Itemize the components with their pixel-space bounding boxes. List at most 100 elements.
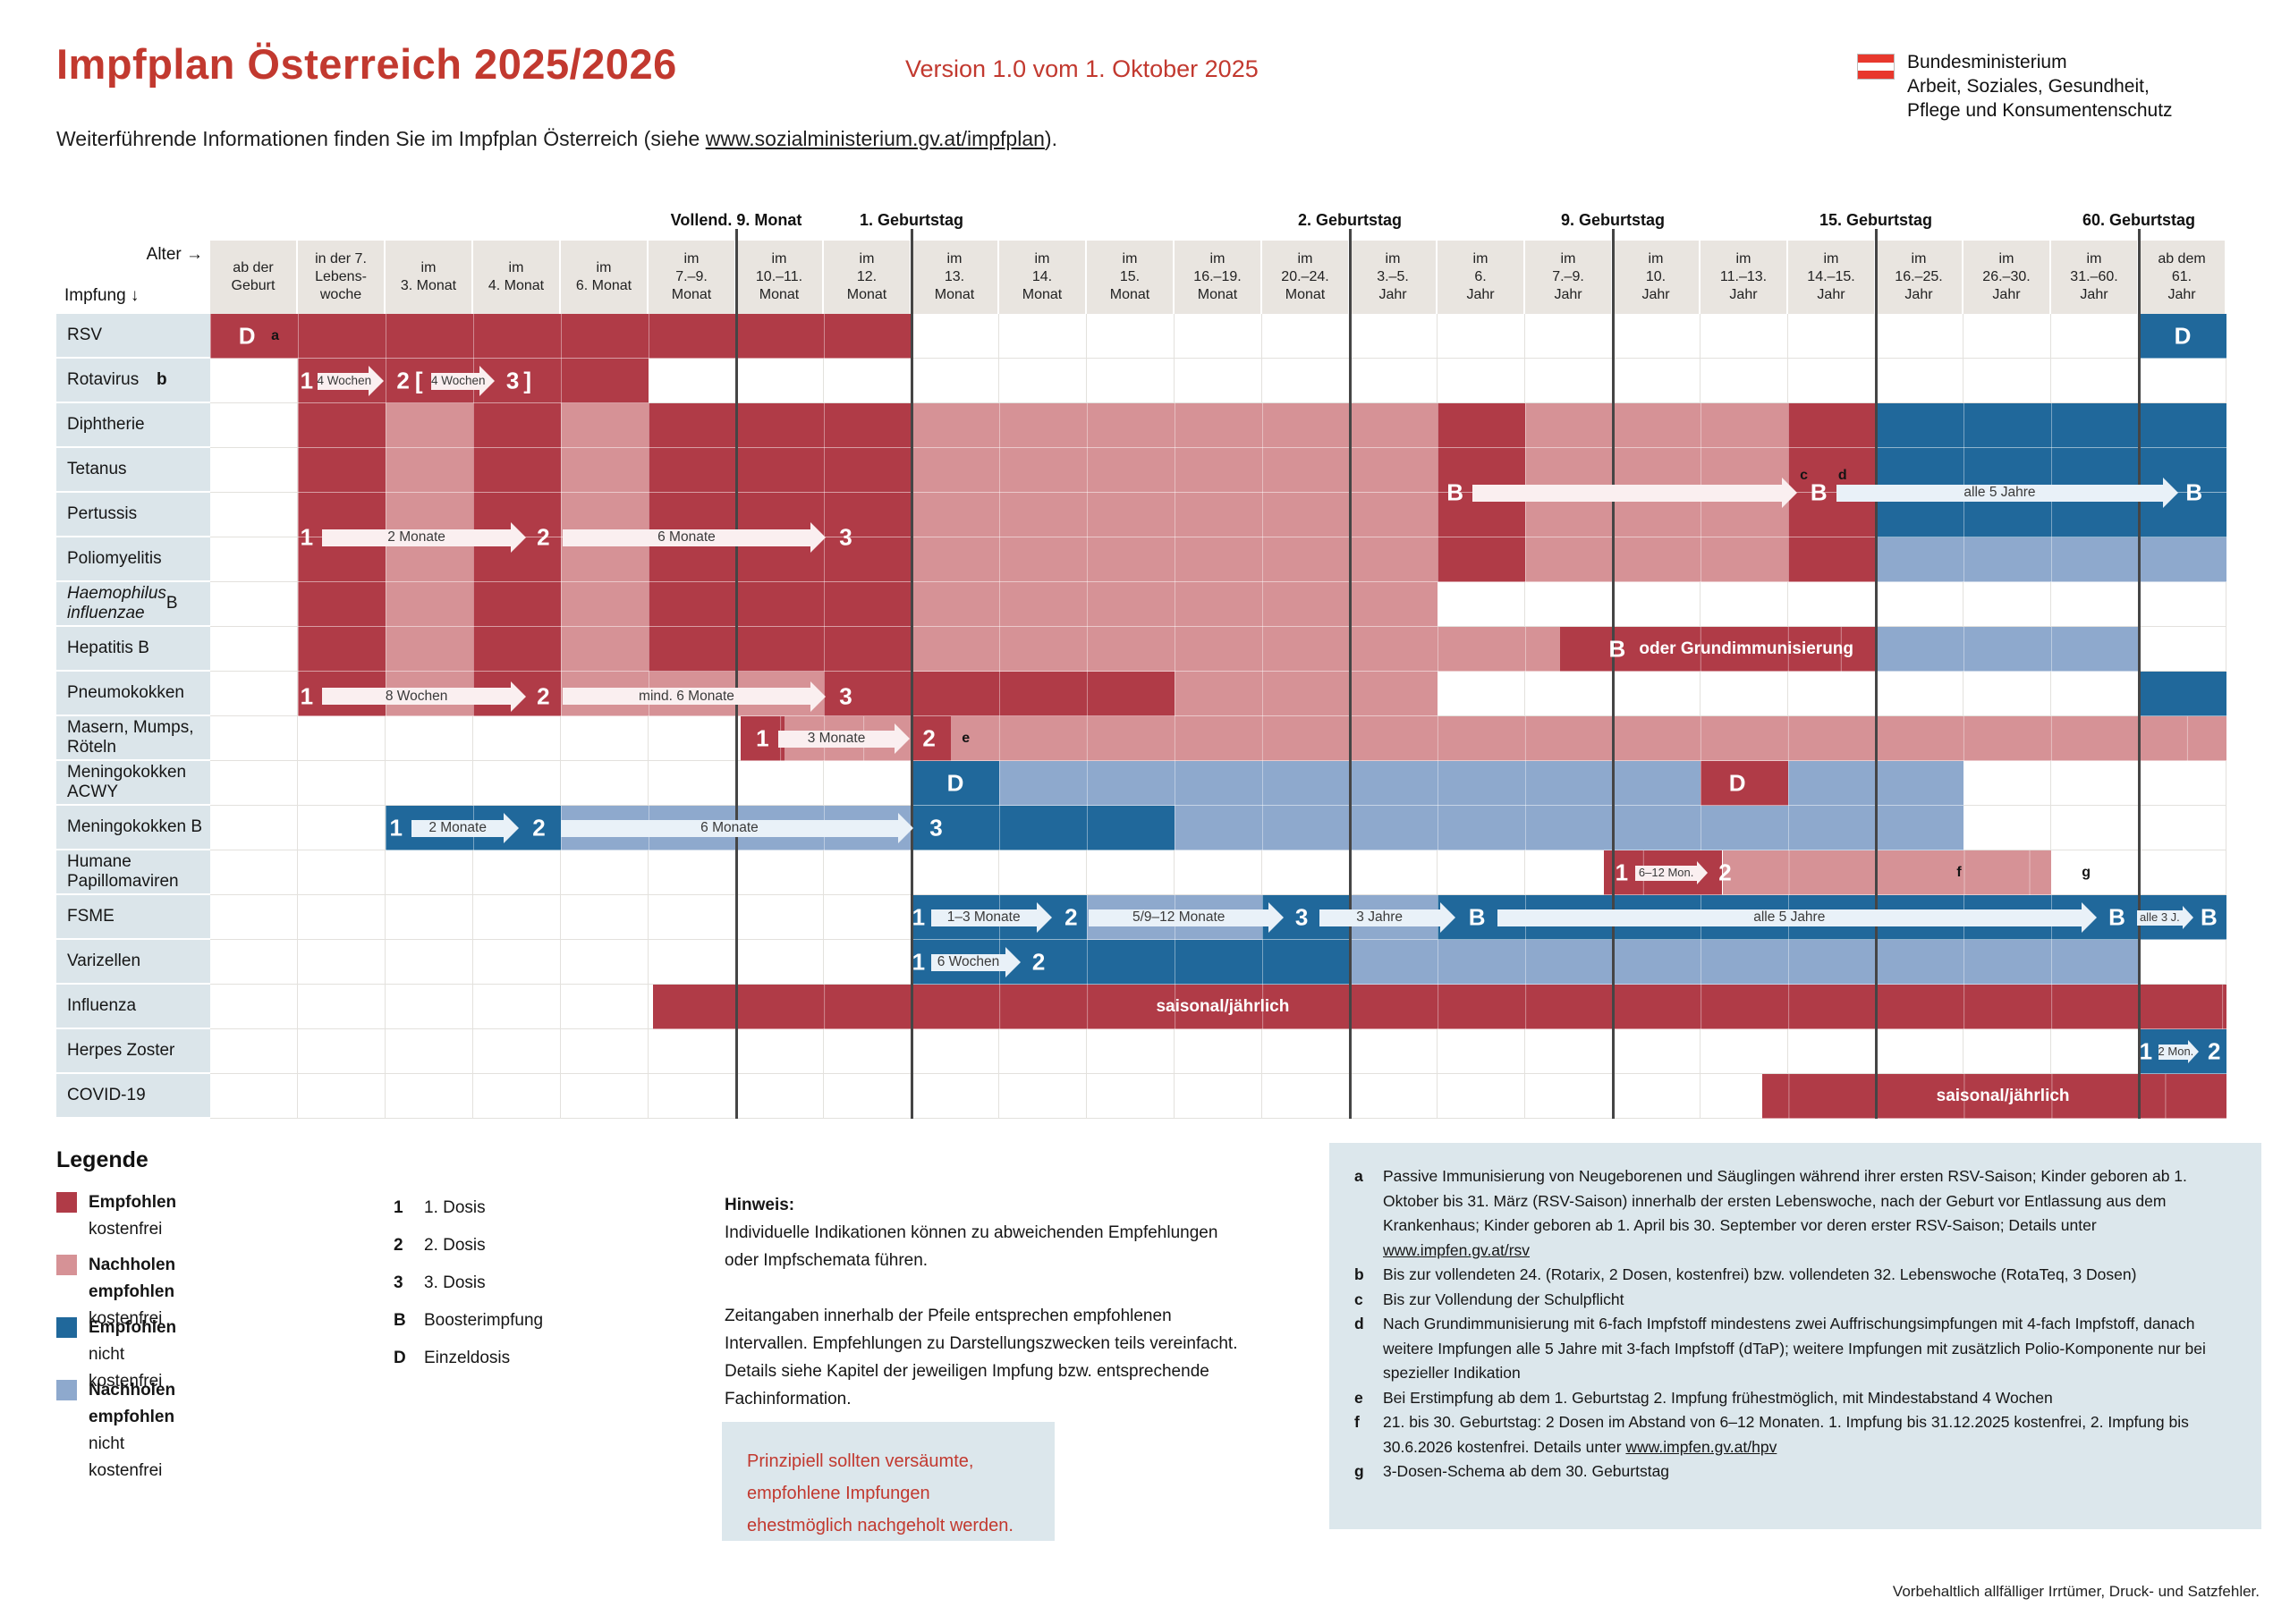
dose-marker-B: B bbox=[2185, 478, 2203, 506]
cell bbox=[2139, 582, 2226, 627]
schedule-band-diphtherie bbox=[386, 403, 473, 448]
cell bbox=[1963, 314, 2051, 359]
footnote-ref-a: a bbox=[271, 328, 279, 343]
milestone-label: 15. Geburtstag bbox=[1819, 211, 1933, 229]
legend-text: Nachholen empfohlen kostenfrei bbox=[89, 1256, 176, 1328]
dose-marker-3: 3 bbox=[1294, 903, 1309, 931]
cell bbox=[386, 895, 473, 940]
cell bbox=[210, 761, 298, 806]
row-label-pneumokokken: Pneumokokken bbox=[56, 672, 210, 716]
cell bbox=[1876, 672, 1963, 716]
schedule-band-diphtherie bbox=[561, 403, 649, 448]
cell bbox=[999, 314, 1087, 359]
cell bbox=[2139, 940, 2226, 985]
cell bbox=[1262, 1029, 1350, 1074]
interval-arrow: 8 Wochen bbox=[322, 681, 526, 712]
cell bbox=[649, 761, 736, 806]
cell bbox=[298, 761, 386, 806]
cell bbox=[824, 1029, 912, 1074]
interval-arrow: 2 Monate bbox=[322, 522, 526, 553]
cell bbox=[298, 1074, 386, 1119]
column-header-20: im 16.–25. Jahr bbox=[1876, 241, 1963, 314]
cell bbox=[999, 850, 1087, 895]
column-header-2: in der 7. Lebens- woche bbox=[298, 241, 386, 314]
schedule-band-hepatitis-b bbox=[912, 627, 1561, 672]
dose-marker-2: 2 bbox=[537, 682, 550, 709]
footnote-link[interactable]: www.impfen.gv.at/hpv bbox=[1625, 1437, 1777, 1456]
cell bbox=[210, 627, 298, 672]
cell bbox=[1438, 582, 1525, 627]
schedule-band-hepatitis-b bbox=[298, 627, 386, 672]
row-label-meningokokken-b: Meningokokken B bbox=[56, 806, 210, 850]
footnote-link[interactable]: www.impfen.gv.at/rsv bbox=[1383, 1240, 1531, 1259]
cell bbox=[1438, 1029, 1525, 1074]
column-header-15: im 6. Jahr bbox=[1438, 241, 1525, 314]
impfplan-link[interactable]: www.sozialministerium.gv.at/impfplan bbox=[705, 127, 1045, 150]
cell bbox=[473, 1074, 561, 1119]
schedule-band-haemophilus-influenzae-b bbox=[386, 582, 473, 627]
milestone-line bbox=[735, 229, 738, 1119]
cell bbox=[473, 940, 561, 985]
cell bbox=[561, 895, 649, 940]
ministry-line: Bundesministerium bbox=[1907, 52, 2067, 72]
cell bbox=[561, 985, 649, 1029]
cell bbox=[1613, 314, 1701, 359]
interval-arrow: 4 Wochen bbox=[430, 366, 496, 396]
cell bbox=[1525, 582, 1613, 627]
column-header-8: im 12. Monat bbox=[824, 241, 912, 314]
cell bbox=[1788, 582, 1876, 627]
band-text: saisonal/jährlich bbox=[1936, 1087, 2070, 1105]
legend-swatch bbox=[56, 1255, 77, 1275]
vaccine-axis-label: Impfung ↓ bbox=[64, 286, 140, 305]
interval-arrow: 2 Monate bbox=[411, 813, 519, 843]
cell bbox=[561, 761, 649, 806]
cell bbox=[912, 1029, 999, 1074]
cell bbox=[2139, 627, 2226, 672]
cell bbox=[298, 1029, 386, 1074]
schedule-band-meningokokken-b bbox=[1175, 806, 1963, 850]
interval-arrow: 6 Wochen bbox=[930, 947, 1022, 977]
interval-arrow: 6–12 Mon. bbox=[1635, 861, 1708, 884]
interval-arrow: 2 Mon. bbox=[2158, 1040, 2199, 1063]
schedule-band-poliomyelitis bbox=[1438, 537, 1525, 582]
cell bbox=[1963, 582, 2051, 627]
schedule-band-rsv bbox=[210, 314, 912, 359]
schedule-band-masern-mumps-roeteln bbox=[912, 716, 952, 761]
column-header-14: im 3.–5. Jahr bbox=[1350, 241, 1438, 314]
cell bbox=[649, 850, 736, 895]
cell bbox=[1175, 1029, 1262, 1074]
cell bbox=[561, 940, 649, 985]
schedule-band-haemophilus-influenzae-b bbox=[473, 582, 561, 627]
cell bbox=[736, 940, 824, 985]
schedule-band-diphtherie bbox=[1438, 403, 1525, 448]
impfplan-schedule-chart: Alter → Impfung ↓ ab der Geburt in der 7.… bbox=[56, 0, 2227, 1127]
cell bbox=[912, 359, 999, 403]
row-label-pertussis: Pertussis bbox=[56, 493, 210, 537]
cell bbox=[649, 359, 736, 403]
interval-arrow: 3 Monate bbox=[778, 723, 911, 754]
footnote-d: d Nach Grundimmunisierung mit 6-fach Impf… bbox=[1354, 1312, 2236, 1386]
footnote-ref-g: g bbox=[2082, 865, 2091, 880]
dose-legend-item: D Einzeldosis bbox=[394, 1349, 511, 1367]
schedule-band-hepatitis-b bbox=[473, 627, 561, 672]
schedule-band-meningokokken-acwy bbox=[1701, 761, 1788, 806]
cell bbox=[1525, 672, 1613, 716]
cell bbox=[1438, 850, 1525, 895]
row-label-rsv: RSV bbox=[56, 314, 210, 359]
schedule-band-diphtherie bbox=[473, 403, 561, 448]
cell bbox=[1876, 359, 1963, 403]
cell bbox=[210, 716, 298, 761]
cell bbox=[1087, 314, 1175, 359]
milestone-label: 9. Geburtstag bbox=[1560, 211, 1666, 229]
dose-marker-1: 1 bbox=[912, 903, 926, 931]
subtitle-text-end: ). bbox=[1044, 127, 1057, 150]
column-header-4: im 4. Monat bbox=[473, 241, 561, 314]
dose-marker-3: 3 bbox=[839, 682, 852, 709]
dose-marker-1: 1 bbox=[300, 367, 314, 394]
cell bbox=[1613, 359, 1701, 403]
schedule-band-tetanus bbox=[473, 448, 561, 493]
cell bbox=[561, 850, 649, 895]
cell bbox=[736, 1029, 824, 1074]
cell bbox=[649, 716, 736, 761]
schedule-band-hepatitis-b bbox=[1876, 627, 2139, 672]
